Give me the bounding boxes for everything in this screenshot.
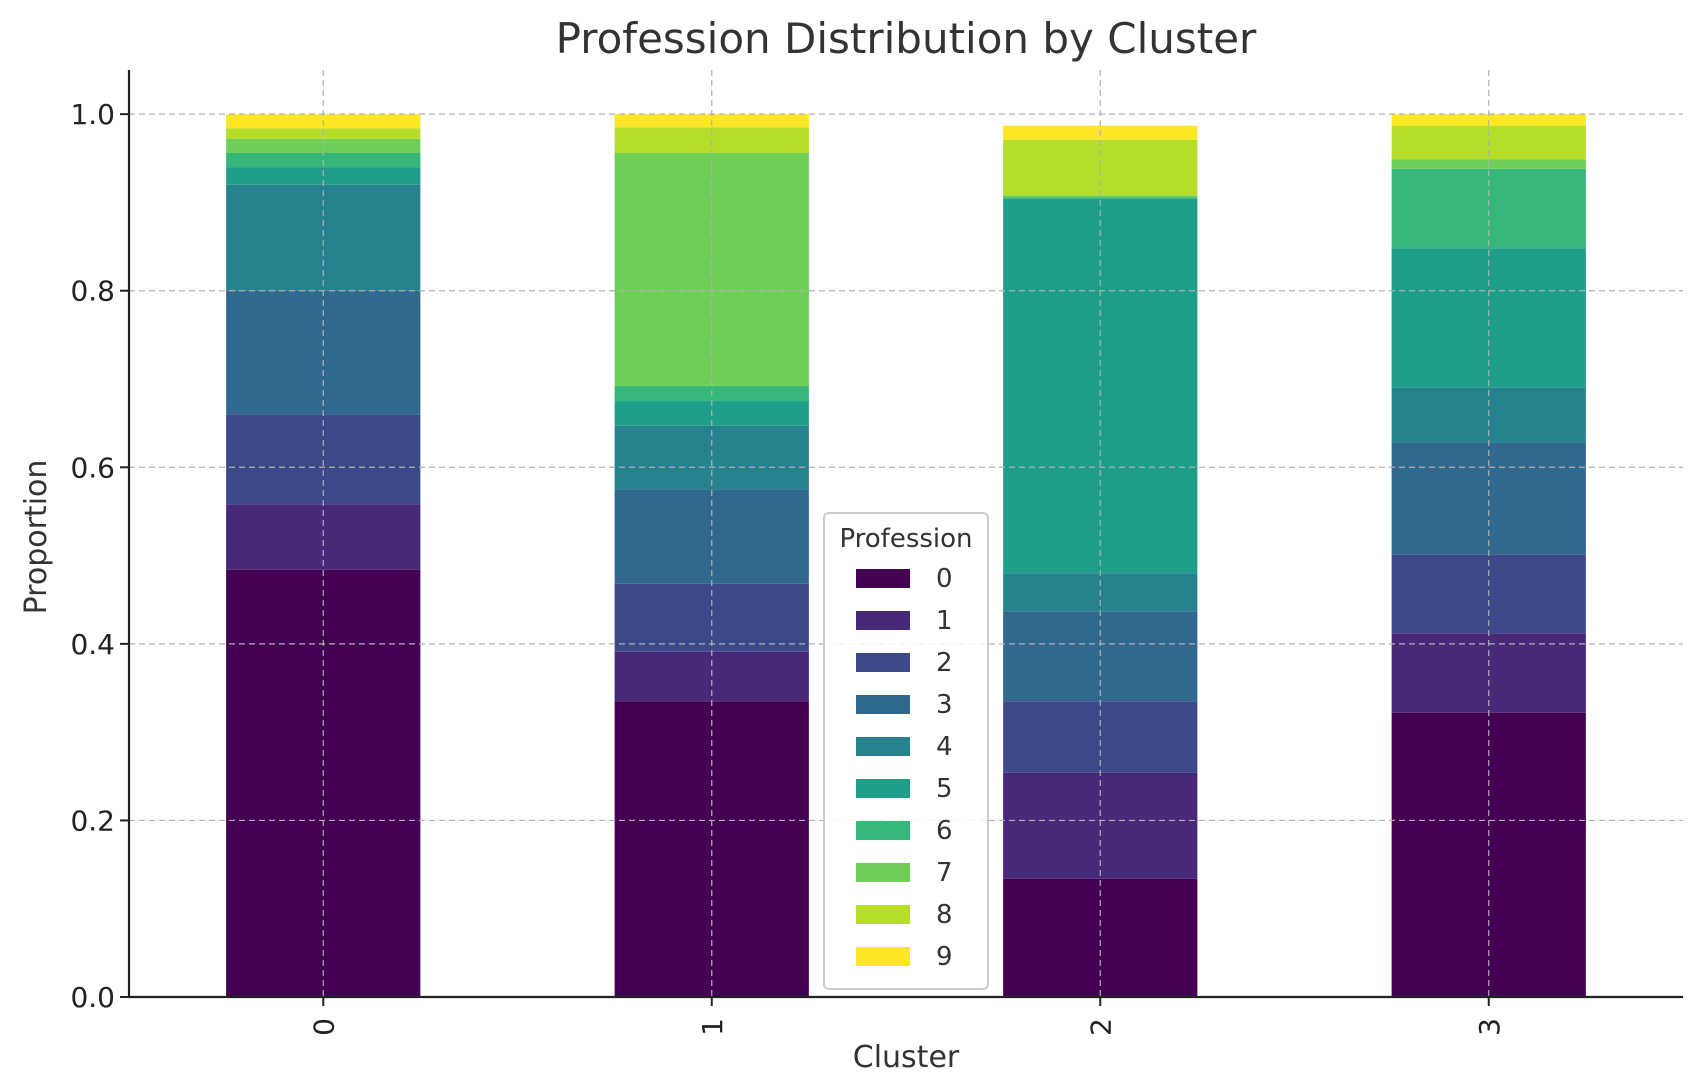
bar-segment-cluster-2-profession-6 [1003, 197, 1198, 199]
legend-swatch [856, 821, 910, 840]
x-tick-label: 0 [307, 1018, 340, 1036]
y-axis-label: Proportion [19, 460, 54, 615]
y-tick-label: 1.0 [70, 98, 115, 131]
x-ticks: 0 1 2 3 [307, 997, 1506, 1036]
x-tick-label: 2 [1084, 1018, 1117, 1036]
y-tick-label: 0.6 [70, 451, 115, 484]
legend-label: 0 [936, 564, 953, 594]
bar-segment-cluster-3-profession-3 [1391, 442, 1586, 555]
legend-label: 4 [936, 732, 953, 762]
bar-segment-cluster-3-profession-5 [1391, 248, 1586, 388]
legend: Profession 0 1 2 3 4 5 6 7 8 9 [823, 512, 989, 990]
axes [127, 70, 1683, 999]
legend-label: 2 [936, 648, 953, 678]
legend-item: 1 [856, 606, 953, 636]
legend-item: 8 [856, 900, 953, 930]
legend-item: 7 [856, 858, 953, 888]
bar-segment-cluster-3-profession-9 [1391, 114, 1586, 126]
x-tick-label: 1 [696, 1018, 729, 1036]
legend-swatch [856, 569, 910, 588]
bar-segment-cluster-2-profession-0 [1003, 878, 1198, 997]
legend-swatch [856, 863, 910, 882]
legend-label: 7 [936, 858, 953, 888]
bar-segment-cluster-2-profession-7 [1003, 195, 1198, 198]
y-tick-label: 0.4 [70, 628, 115, 661]
legend-label: 3 [936, 690, 953, 720]
bar-segment-cluster-2-profession-3 [1003, 611, 1198, 702]
y-ticks: 0.0 0.2 0.4 0.6 0.8 1.0 [70, 98, 129, 1014]
legend-item: 2 [856, 648, 953, 678]
legend-swatch [856, 905, 910, 924]
legend-label: 5 [936, 774, 953, 804]
y-tick-label: 0.8 [70, 275, 115, 308]
legend-label: 6 [936, 816, 953, 846]
legend-swatch [856, 611, 910, 630]
legend-label: 8 [936, 900, 953, 930]
legend-item: 0 [856, 564, 953, 594]
legend-swatch [856, 695, 910, 714]
chart-title: Profession Distribution by Cluster [556, 14, 1257, 63]
legend-item: 3 [856, 690, 953, 720]
legend-label: 1 [936, 606, 953, 636]
legend-swatch [856, 947, 910, 966]
x-axis-label: Cluster [853, 1040, 960, 1075]
legend-item: 6 [856, 816, 953, 846]
legend-label: 9 [936, 942, 953, 972]
y-tick-label: 0.0 [70, 981, 115, 1014]
y-tick-label: 0.2 [70, 804, 115, 837]
legend-title: Profession [839, 524, 972, 554]
legend-swatch [856, 737, 910, 756]
legend-swatch [856, 779, 910, 798]
legend-item: 4 [856, 732, 953, 762]
legend-swatch [856, 653, 910, 672]
bar-segment-cluster-2-profession-8 [1003, 139, 1198, 196]
legend-item: 9 [856, 942, 953, 972]
bar-segment-cluster-0-profession-2 [226, 414, 421, 505]
bar-segment-cluster-1-profession-4 [614, 425, 809, 490]
legend-item: 5 [856, 774, 953, 804]
x-tick-label: 3 [1473, 1018, 1506, 1036]
